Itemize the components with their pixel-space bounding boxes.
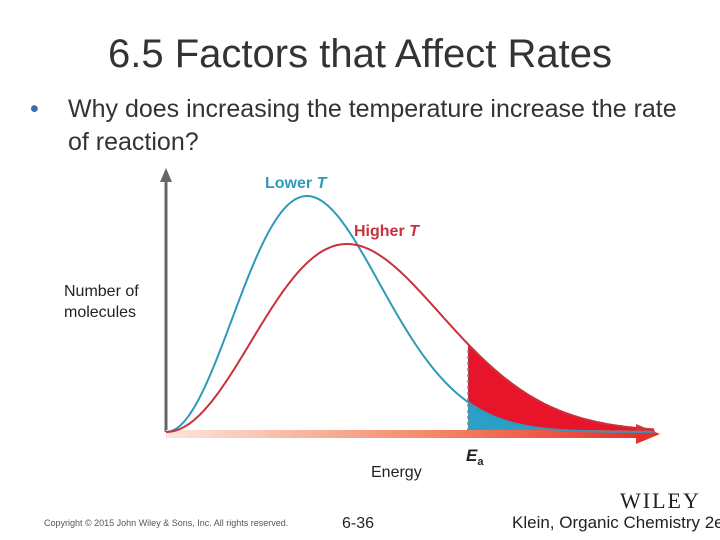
activation-energy-label: Ea [466, 446, 484, 468]
bullet-text: Why does increasing the temperature incr… [68, 95, 677, 156]
y-axis-arrow-icon [160, 168, 172, 182]
wiley-logo: WILEY [620, 488, 701, 513]
slide-title: 6.5 Factors that Affect Rates [108, 32, 612, 76]
x-axis-arrow-icon [636, 424, 660, 444]
lower-t-curve [165, 195, 655, 433]
book-citation: Klein, Organic Chemistry 2e [512, 513, 720, 532]
higher-t-curve [165, 243, 655, 433]
x-axis-label: Energy [371, 464, 422, 481]
copyright-text: Copyright © 2015 John Wiley & Sons, Inc.… [44, 518, 289, 528]
higher-t-tail-area [468, 344, 655, 432]
y-axis-label-line1: Number of [64, 283, 139, 300]
bullet-item: • Why does increasing the temperature in… [30, 93, 700, 159]
lower-t-label: Lower T [265, 175, 328, 192]
page-number: 6-36 [342, 515, 375, 532]
higher-t-label: Higher T [354, 223, 420, 240]
lower-t-tail-area [468, 402, 655, 432]
bullet-icon: • [30, 95, 39, 123]
y-axis-label-line2: molecules [64, 304, 136, 321]
x-axis [166, 430, 638, 438]
